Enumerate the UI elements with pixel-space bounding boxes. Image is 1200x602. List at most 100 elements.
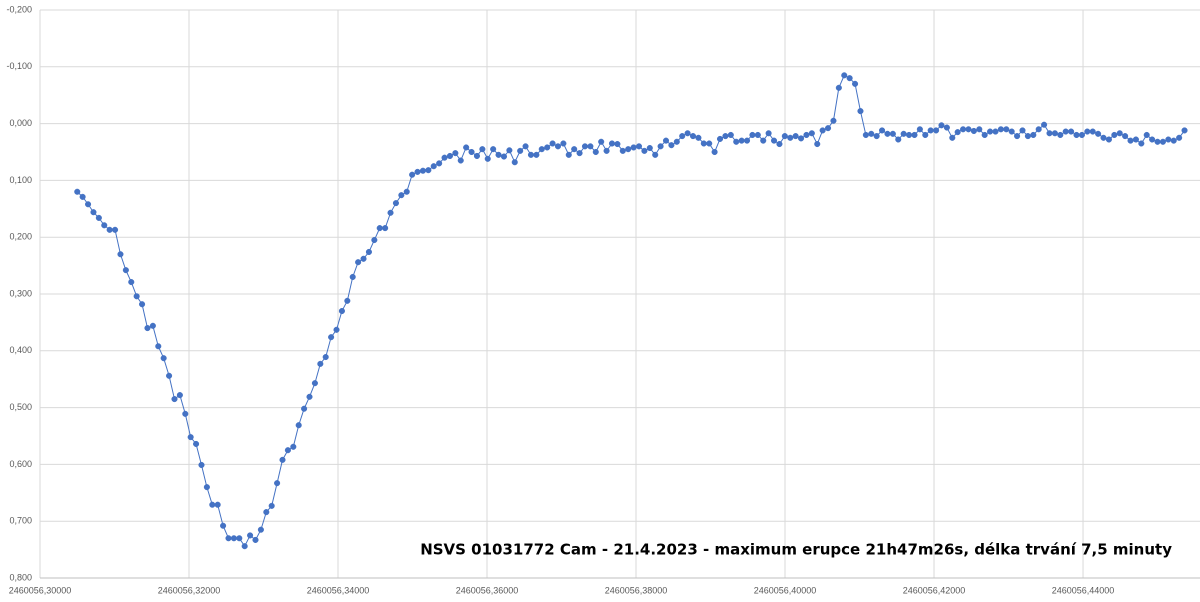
data-point xyxy=(873,133,880,140)
y-tick-label: 0,300 xyxy=(9,288,32,298)
data-point xyxy=(1116,130,1123,137)
data-point xyxy=(1035,126,1042,133)
data-point xyxy=(608,140,616,147)
y-tick-label: 0,000 xyxy=(9,118,32,128)
data-point xyxy=(581,143,589,150)
data-point xyxy=(635,143,643,150)
data-point xyxy=(409,171,416,178)
data-point xyxy=(214,501,221,508)
data-point xyxy=(1078,131,1085,139)
data-point xyxy=(549,140,556,147)
data-point xyxy=(139,301,146,308)
y-tick-label: 0,400 xyxy=(9,345,32,355)
data-point xyxy=(554,143,562,150)
data-point xyxy=(1143,131,1150,139)
data-point xyxy=(533,151,540,158)
data-point xyxy=(733,138,740,145)
data-point xyxy=(544,144,551,151)
data-point xyxy=(166,372,173,379)
data-point xyxy=(506,147,513,154)
data-point xyxy=(857,108,864,115)
data-point xyxy=(430,163,437,170)
data-point xyxy=(943,124,950,131)
data-point xyxy=(1057,131,1064,139)
data-point xyxy=(592,148,599,156)
data-point xyxy=(225,535,232,542)
data-point xyxy=(906,131,913,139)
data-point xyxy=(1176,134,1183,141)
data-point xyxy=(1003,126,1010,133)
data-point xyxy=(85,201,92,208)
data-point xyxy=(787,134,794,141)
data-point xyxy=(144,325,151,332)
data-point xyxy=(716,135,724,142)
data-point xyxy=(463,144,470,151)
data-point xyxy=(1111,131,1118,139)
data-point xyxy=(452,150,459,157)
data-point xyxy=(517,147,524,154)
data-point xyxy=(862,131,869,139)
data-point xyxy=(398,192,405,199)
x-tick-label: 2460056,42000 xyxy=(903,585,966,595)
data-point xyxy=(295,422,302,429)
data-point xyxy=(619,147,626,154)
data-point xyxy=(371,236,378,244)
data-point xyxy=(927,127,934,134)
y-tick-label: 0,200 xyxy=(9,232,32,242)
data-point xyxy=(382,225,389,232)
data-point xyxy=(1019,127,1026,134)
data-point xyxy=(101,222,108,229)
y-tick-label: 0,800 xyxy=(9,572,32,582)
data-point xyxy=(328,334,335,341)
data-point xyxy=(1030,131,1037,139)
data-point xyxy=(987,128,994,135)
data-point xyxy=(511,159,518,166)
data-point xyxy=(819,127,826,134)
data-point xyxy=(916,126,923,133)
data-point xyxy=(884,130,891,137)
data-point xyxy=(257,526,264,533)
data-point xyxy=(1149,136,1156,143)
data-point xyxy=(241,543,248,550)
data-line xyxy=(76,74,1185,548)
data-point xyxy=(171,396,178,403)
data-point xyxy=(176,392,183,399)
data-point xyxy=(193,440,200,448)
data-point xyxy=(695,134,702,141)
data-point xyxy=(1122,133,1129,140)
data-point xyxy=(738,137,745,144)
data-point xyxy=(749,131,756,139)
data-point xyxy=(527,151,535,158)
data-point xyxy=(922,131,929,139)
data-point xyxy=(290,443,297,450)
data-point xyxy=(587,143,594,150)
data-point xyxy=(182,410,189,417)
data-point xyxy=(468,148,475,156)
data-point xyxy=(830,117,837,124)
data-point xyxy=(960,126,967,133)
data-point xyxy=(479,146,486,153)
data-point xyxy=(414,168,421,175)
data-point xyxy=(603,147,610,154)
data-point xyxy=(1051,130,1058,137)
data-point xyxy=(74,188,81,195)
data-point xyxy=(1159,138,1166,145)
data-point xyxy=(835,84,842,91)
data-point xyxy=(711,148,718,156)
data-point xyxy=(803,131,810,139)
data-point xyxy=(1100,134,1107,141)
data-point xyxy=(706,140,713,147)
data-point xyxy=(689,133,697,140)
y-tick-label: 0,600 xyxy=(9,459,32,469)
data-point xyxy=(122,267,129,274)
data-point xyxy=(976,126,983,133)
data-point xyxy=(1024,133,1031,140)
data-point xyxy=(306,393,313,400)
data-point xyxy=(203,484,210,491)
data-point xyxy=(117,251,124,258)
data-point xyxy=(1132,136,1139,143)
data-point xyxy=(263,509,270,516)
data-point xyxy=(149,322,156,329)
